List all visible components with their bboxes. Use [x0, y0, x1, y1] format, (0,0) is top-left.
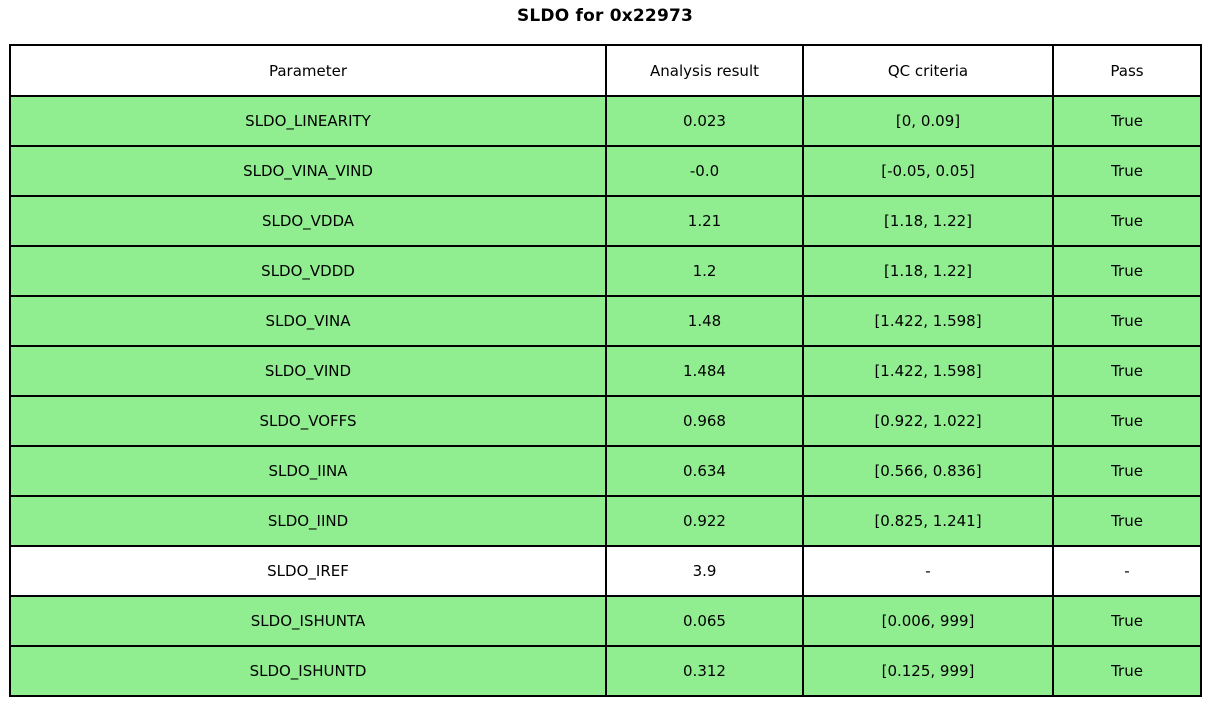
cell-analysis-result: 0.065 [605, 595, 804, 647]
cell-qc-criteria: [0.006, 999] [802, 595, 1054, 647]
cell-pass: True [1052, 595, 1202, 647]
cell-qc-criteria: - [802, 545, 1054, 597]
cell-pass: True [1052, 445, 1202, 497]
cell-qc-criteria: [1.422, 1.598] [802, 345, 1054, 397]
cell-qc-criteria: [0.825, 1.241] [802, 495, 1054, 547]
cell-pass: True [1052, 245, 1202, 297]
cell-pass: True [1052, 195, 1202, 247]
figure-title: SLDO for 0x22973 [516, 6, 694, 26]
cell-pass: True [1052, 395, 1202, 447]
col-header-pass: Pass [1052, 44, 1202, 97]
header-row: Parameter Analysis result QC criteria Pa… [9, 44, 1202, 97]
cell-pass: True [1052, 495, 1202, 547]
cell-parameter: SLDO_VDDA [9, 195, 607, 247]
cell-parameter: SLDO_VINA_VIND [9, 145, 607, 197]
cell-qc-criteria: [0.125, 999] [802, 645, 1054, 697]
cell-qc-criteria: [-0.05, 0.05] [802, 145, 1054, 197]
cell-pass: True [1052, 645, 1202, 697]
table-row: SLDO_VIND 1.484 [1.422, 1.598] True [9, 345, 1202, 397]
cell-pass: True [1052, 345, 1202, 397]
cell-qc-criteria: [0.922, 1.022] [802, 395, 1054, 447]
cell-parameter: SLDO_LINEARITY [9, 95, 607, 147]
cell-analysis-result: 0.922 [605, 495, 804, 547]
table-row: SLDO_IREF 3.9 - - [9, 545, 1202, 597]
table-row: SLDO_ISHUNTA 0.065 [0.006, 999] True [9, 595, 1202, 647]
col-header-parameter: Parameter [9, 44, 607, 97]
col-header-analysis-result: Analysis result [605, 44, 804, 97]
table-row: SLDO_VDDA 1.21 [1.18, 1.22] True [9, 195, 1202, 247]
cell-parameter: SLDO_ISHUNTA [9, 595, 607, 647]
cell-parameter: SLDO_VIND [9, 345, 607, 397]
cell-parameter: SLDO_IINA [9, 445, 607, 497]
table-row: SLDO_VDDD 1.2 [1.18, 1.22] True [9, 245, 1202, 297]
cell-qc-criteria: [1.18, 1.22] [802, 245, 1054, 297]
cell-analysis-result: 1.2 [605, 245, 804, 297]
cell-parameter: SLDO_IIND [9, 495, 607, 547]
cell-parameter: SLDO_IREF [9, 545, 607, 597]
cell-analysis-result: 0.634 [605, 445, 804, 497]
cell-qc-criteria: [1.422, 1.598] [802, 295, 1054, 347]
cell-analysis-result: 0.968 [605, 395, 804, 447]
cell-qc-criteria: [0.566, 0.836] [802, 445, 1054, 497]
table-row: SLDO_VINA 1.48 [1.422, 1.598] True [9, 295, 1202, 347]
cell-analysis-result: 1.21 [605, 195, 804, 247]
cell-qc-criteria: [0, 0.09] [802, 95, 1054, 147]
cell-parameter: SLDO_VOFFS [9, 395, 607, 447]
cell-qc-criteria: [1.18, 1.22] [802, 195, 1054, 247]
table-row: SLDO_VINA_VIND -0.0 [-0.05, 0.05] True [9, 145, 1202, 197]
cell-analysis-result: 0.312 [605, 645, 804, 697]
cell-pass: - [1052, 545, 1202, 597]
cell-parameter: SLDO_VINA [9, 295, 607, 347]
cell-pass: True [1052, 145, 1202, 197]
cell-analysis-result: 1.48 [605, 295, 804, 347]
col-header-qc-criteria: QC criteria [802, 44, 1054, 97]
table-row: SLDO_VOFFS 0.968 [0.922, 1.022] True [9, 395, 1202, 447]
table-row: SLDO_LINEARITY 0.023 [0, 0.09] True [9, 95, 1202, 147]
table-row: SLDO_ISHUNTD 0.312 [0.125, 999] True [9, 645, 1202, 697]
cell-parameter: SLDO_VDDD [9, 245, 607, 297]
cell-analysis-result: 1.484 [605, 345, 804, 397]
cell-parameter: SLDO_ISHUNTD [9, 645, 607, 697]
cell-pass: True [1052, 95, 1202, 147]
table-row: SLDO_IIND 0.922 [0.825, 1.241] True [9, 495, 1202, 547]
cell-analysis-result: 0.023 [605, 95, 804, 147]
table-row: SLDO_IINA 0.634 [0.566, 0.836] True [9, 445, 1202, 497]
cell-analysis-result: -0.0 [605, 145, 804, 197]
cell-pass: True [1052, 295, 1202, 347]
cell-analysis-result: 3.9 [605, 545, 804, 597]
qc-table: Parameter Analysis result QC criteria Pa… [9, 44, 1202, 697]
